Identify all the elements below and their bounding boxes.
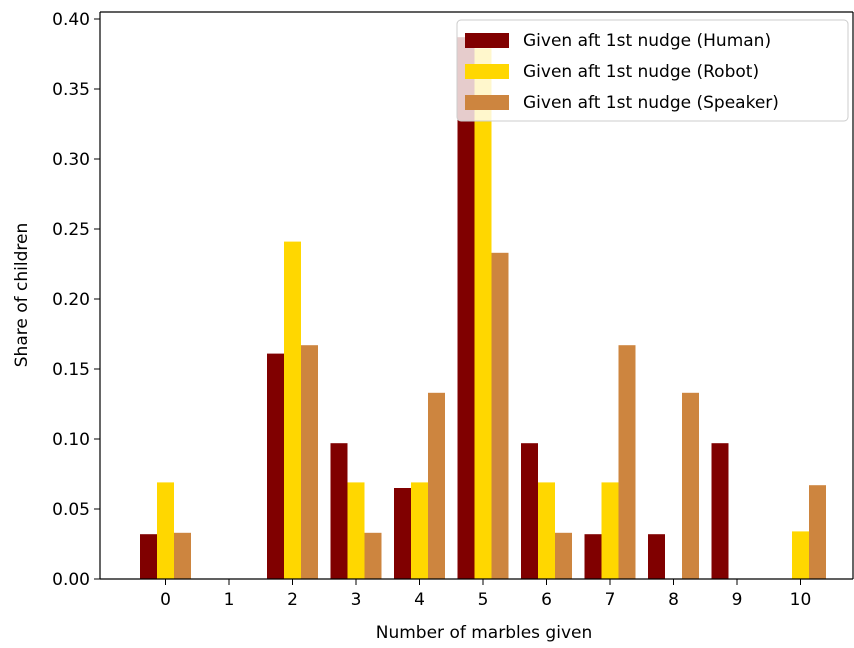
x-tick-label-2: 2: [287, 590, 298, 610]
y-tick-label-0.10: 0.10: [52, 430, 90, 450]
legend-label-3: Given aft 1st nudge (Speaker): [523, 93, 779, 113]
x-tick-label-7: 7: [605, 590, 616, 610]
bar-1-3: [330, 443, 348, 579]
x-ticks: 0 1 2 3 4 5 6 7 8 9 10: [160, 579, 811, 610]
bar-3-10: [809, 485, 826, 579]
bar-1-2: [267, 353, 284, 579]
bar-3-6: [555, 532, 572, 579]
bar-1-7: [584, 534, 602, 579]
bar-2-5: [474, 48, 492, 579]
x-tick-label-3: 3: [351, 590, 362, 610]
x-tick-label-10: 10: [790, 590, 812, 610]
y-tick-label-0.00: 0.00: [52, 570, 90, 590]
y-tick-label-0.30: 0.30: [52, 150, 90, 170]
bar-1-9: [711, 443, 729, 579]
bar-3-2: [301, 345, 318, 579]
bar-2-2: [284, 241, 301, 579]
bar-2-3: [347, 482, 365, 579]
bar-1-6: [521, 443, 538, 579]
x-tick-label-6: 6: [541, 590, 552, 610]
x-axis-label: Number of marbles given: [376, 623, 593, 643]
legend-swatch-3: [465, 95, 509, 110]
bar-3-3: [364, 532, 382, 579]
bar-2-0: [157, 482, 174, 579]
bar-3-7: [618, 345, 636, 579]
axes-layer: [99, 11, 854, 580]
x-tick-label-1: 1: [224, 590, 235, 610]
bar-1-4: [394, 488, 411, 579]
x-tick-label-8: 8: [668, 590, 679, 610]
bar-1-0: [140, 534, 157, 579]
x-tick-label-5: 5: [478, 590, 489, 610]
bar-3-4: [428, 392, 445, 579]
legend-swatch-1: [465, 33, 509, 48]
legend-label-2: Given aft 1st nudge (Robot): [523, 62, 759, 82]
y-axis-label: Share of children: [12, 223, 32, 367]
legend-label-1: Given aft 1st nudge (Human): [523, 31, 771, 51]
legend-swatch-2: [465, 64, 509, 79]
bar-2-10: [792, 531, 809, 579]
bar-2-6: [538, 482, 555, 579]
y-tick-label-0.05: 0.05: [52, 500, 90, 520]
y-tick-label-0.35: 0.35: [52, 80, 90, 100]
y-tick-label-0.20: 0.20: [52, 290, 90, 310]
y-tick-label-0.25: 0.25: [52, 220, 90, 240]
bar-1-5: [457, 37, 475, 579]
bar-2-7: [601, 482, 619, 579]
y-tick-label-0.40: 0.40: [52, 10, 90, 30]
bar-3-8: [682, 392, 699, 579]
bars-layer: [140, 37, 826, 580]
x-tick-label-4: 4: [414, 590, 425, 610]
bar-2-4: [411, 482, 428, 579]
legend-box: [456, 19, 849, 122]
bar-3-5: [491, 252, 509, 580]
bar-1-8: [648, 534, 665, 579]
y-tick-label-0.15: 0.15: [52, 360, 90, 380]
y-ticks: 0.00 0.05 0.10 0.15 0.20 0.25 0.30 0.35 0.40: [52, 10, 100, 590]
bar-3-0: [174, 532, 191, 579]
x-tick-label-0: 0: [160, 590, 171, 610]
x-tick-label-9: 9: [732, 590, 743, 610]
legend: Given aft 1st nudge (Human) Given aft 1st…: [456, 19, 849, 122]
